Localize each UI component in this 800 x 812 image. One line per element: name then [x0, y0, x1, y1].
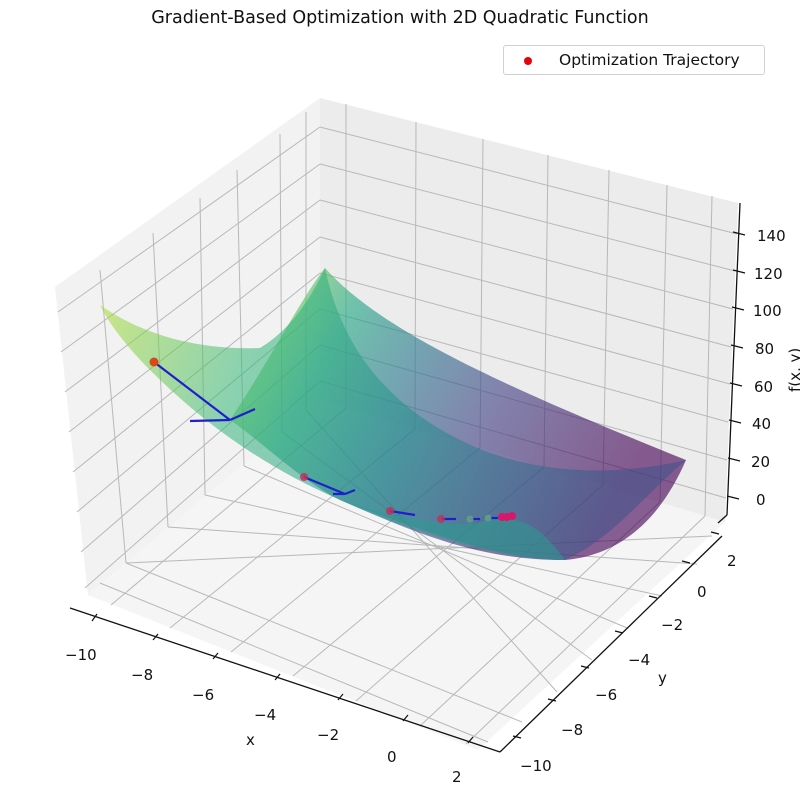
- svg-text:−6: −6: [595, 686, 617, 704]
- svg-text:−8: −8: [561, 721, 583, 739]
- svg-text:−8: −8: [131, 666, 153, 684]
- trajectory-points: [149, 357, 516, 523]
- y-axis-label: y: [658, 669, 667, 687]
- svg-text:140: 140: [757, 227, 786, 245]
- svg-text:60: 60: [754, 378, 773, 396]
- svg-text:80: 80: [755, 340, 774, 358]
- svg-text:−2: −2: [661, 616, 683, 634]
- y-tick-labels: −10 −8 −6 −4 −2 0 2: [520, 552, 737, 775]
- svg-text:−4: −4: [254, 706, 276, 724]
- gradient-arrows: [153, 361, 498, 521]
- svg-text:−6: −6: [192, 686, 214, 704]
- x-axis-ticks: [91, 613, 474, 744]
- x-axis-label: x: [246, 731, 255, 749]
- svg-text:100: 100: [753, 302, 782, 320]
- y-axis-ticks: [512, 531, 720, 739]
- chart-title: Gradient-Based Optimization with 2D Quad…: [151, 8, 649, 28]
- svg-text:−4: −4: [628, 651, 650, 669]
- svg-text:2: 2: [452, 768, 462, 786]
- z-axis-label: f(x, y): [786, 348, 800, 392]
- x-tick-labels: −10 −8 −6 −4 −2 0 2: [65, 646, 462, 786]
- svg-text:−10: −10: [520, 757, 552, 775]
- svg-text:0: 0: [756, 491, 766, 509]
- svg-text:40: 40: [752, 415, 771, 433]
- z-axis-ticks: [726, 231, 746, 500]
- legend-label: Optimization Trajectory: [559, 51, 740, 69]
- svg-text:2: 2: [727, 552, 737, 570]
- svg-text:20: 20: [751, 453, 770, 471]
- z-tick-labels: 140 120 100 80 60 40 20 0: [751, 227, 786, 509]
- svg-text:−10: −10: [65, 646, 97, 664]
- surface: [100, 268, 686, 560]
- svg-text:−2: −2: [317, 726, 339, 744]
- axis-lines: [69, 202, 741, 753]
- svg-text:0: 0: [697, 583, 707, 601]
- legend: Optimization Trajectory: [503, 45, 765, 75]
- svg-text:0: 0: [387, 748, 397, 766]
- legend-marker-icon: [524, 57, 532, 65]
- svg-text:120: 120: [754, 265, 783, 283]
